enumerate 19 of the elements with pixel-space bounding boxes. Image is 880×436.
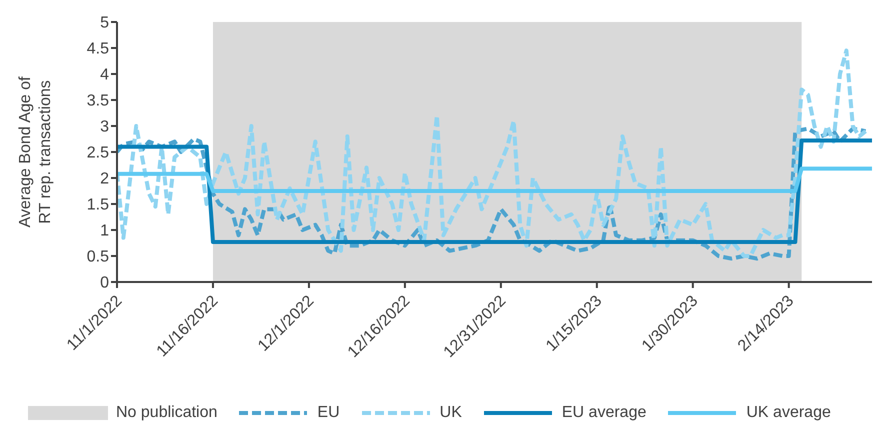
y-tick-label: 4 [100,66,110,84]
y-tick-label: 1 [100,222,110,240]
y-tick-label: 4.5 [86,40,110,58]
legend-label: EU average [562,404,646,422]
line-series [117,126,868,261]
legend-label: UK average [746,404,831,422]
y-tick-label: 0 [100,274,110,292]
y-axis-title: Average Bond Age of RT rep. transactions [17,76,54,228]
y-tick-label: 3 [100,118,110,136]
y-tick-label: 3.5 [86,92,110,110]
legend-label: No publication [116,404,218,422]
y-tick-label: 0.5 [86,248,110,266]
legend-label: UK [440,404,462,422]
y-tick-label: 1.5 [86,196,110,214]
line-series [117,48,868,258]
y-tick-label: 2 [100,170,110,188]
y-tick-label: 5 [100,14,110,32]
y-tick-label: 2.5 [86,144,110,162]
legend-label: EU [317,404,340,422]
